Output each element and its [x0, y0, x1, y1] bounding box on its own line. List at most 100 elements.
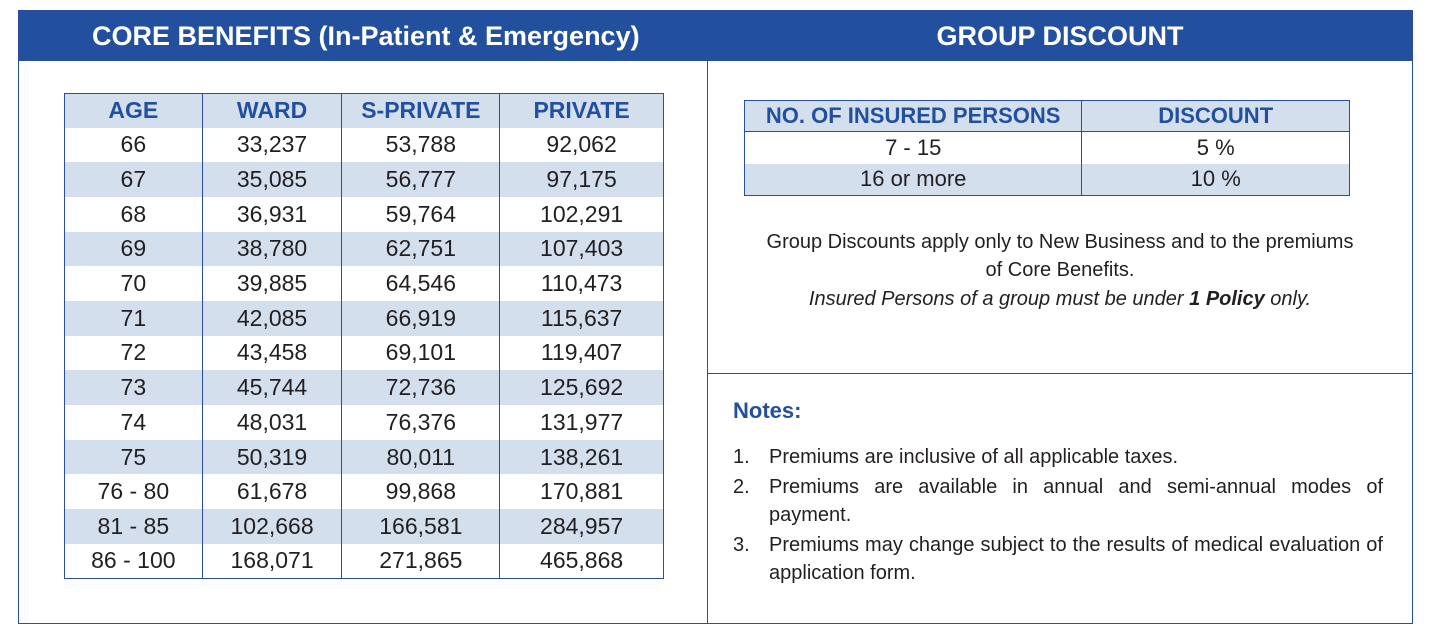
table-row: 71 42,085 66,919 115,637: [64, 300, 664, 336]
insured-persons-cell: 7 - 15: [743, 131, 1082, 164]
age-cell: 67: [64, 162, 203, 197]
private-cell: 97,175: [499, 162, 664, 197]
age-cell: 70: [64, 266, 203, 301]
table-row: 81 - 85 102,668 166,581 284,957: [64, 509, 664, 544]
table-row: 16 or more 10 %: [743, 163, 1350, 196]
age-cell: 72: [64, 335, 203, 371]
table-row: 66 33,237 53,788 92,062: [64, 127, 664, 163]
s-private-cell: 59,764: [341, 196, 500, 232]
age-cell: 75: [64, 439, 203, 475]
s-private-cell: 80,011: [341, 439, 500, 475]
core-benefits-title: CORE BENEFITS (In-Patient & Emergency): [19, 11, 707, 61]
s-private-cell: 53,788: [341, 127, 500, 163]
note-text: Premiums are available in annual and sem…: [769, 475, 1383, 527]
age-cell: 66: [64, 127, 203, 163]
ward-cell: 38,780: [201, 231, 342, 267]
age-cell: 68: [64, 196, 203, 232]
s-private-cell: 166,581: [341, 509, 500, 544]
list-item: 2. Premiums are available in annual and s…: [733, 473, 1383, 530]
table-row: 76 - 80 61,678 99,868 170,881: [64, 474, 664, 510]
note-number: 3.: [733, 533, 750, 556]
s-private-cell: 271,865: [341, 543, 500, 579]
private-cell: 107,403: [499, 231, 664, 267]
private-cell: 115,637: [499, 300, 664, 336]
note-text-before: Insured Persons of a group must be under: [808, 288, 1190, 310]
note-text: Premiums are inclusive of all applicable…: [769, 446, 1179, 468]
ward-cell: 61,678: [201, 474, 342, 510]
s-private-cell: 62,751: [341, 231, 500, 267]
note-text: Premiums may change subject to the resul…: [769, 533, 1383, 585]
age-cell: 81 - 85: [64, 509, 203, 544]
table-row: 86 - 100 168,071 271,865 465,868: [64, 543, 664, 579]
insured-persons-cell: 16 or more: [743, 163, 1082, 196]
private-cell: 170,881: [499, 474, 664, 510]
age-cell: 86 - 100: [64, 543, 203, 579]
table-row: 68 36,931 59,764 102,291: [64, 196, 664, 232]
table-row: 7 - 15 5 %: [743, 131, 1350, 164]
note-number: 1.: [733, 446, 750, 468]
header-discount: DISCOUNT: [1081, 100, 1350, 132]
s-private-cell: 76,376: [341, 405, 500, 440]
discount-header-row: NO. OF INSURED PERSONS DISCOUNT: [743, 100, 1350, 132]
ward-cell: 50,319: [201, 439, 342, 475]
ward-cell: 102,668: [201, 509, 342, 544]
private-cell: 125,692: [499, 370, 664, 405]
discount-cell: 5 %: [1081, 131, 1350, 164]
ward-cell: 45,744: [201, 370, 342, 405]
header-s-private: S-PRIVATE: [341, 93, 500, 128]
ward-cell: 35,085: [201, 162, 342, 197]
s-private-cell: 99,868: [341, 474, 500, 510]
header-age: AGE: [64, 93, 203, 128]
core-benefits-table: AGE WARD S-PRIVATE PRIVATE 66 33,237 53,78…: [64, 93, 664, 579]
group-discount-note-line-1: Group Discounts apply only to New Busine…: [766, 231, 1354, 253]
discount-cell: 10 %: [1081, 163, 1350, 196]
age-cell: 69: [64, 231, 203, 267]
ward-cell: 43,458: [201, 335, 342, 371]
note-text-bold: 1 Policy: [1189, 288, 1265, 310]
notes-list: 1. Premiums are inclusive of all applicab…: [733, 443, 1383, 589]
table-row: 70 39,885 64,546 110,473: [64, 266, 664, 301]
s-private-cell: 56,777: [341, 162, 500, 197]
core-table-body: 66 33,237 53,788 92,062 67 35,085 56,777 97,175…: [64, 127, 664, 579]
header-ward: WARD: [201, 93, 342, 128]
group-discount-note-line-2: of Core Benefits.: [985, 259, 1135, 281]
list-item: 1. Premiums are inclusive of all applicab…: [733, 443, 1383, 472]
s-private-cell: 69,101: [341, 335, 500, 371]
list-item: 3. Premiums may change subject to the res…: [733, 531, 1383, 588]
group-discount-note-line-3: Insured Persons of a group must be under…: [708, 288, 1412, 311]
ward-cell: 42,085: [201, 300, 342, 336]
private-cell: 110,473: [499, 266, 664, 301]
header-private: PRIVATE: [499, 93, 664, 128]
table-row: 72 43,458 69,101 119,407: [64, 335, 664, 371]
age-cell: 76 - 80: [64, 474, 203, 510]
s-private-cell: 72,736: [341, 370, 500, 405]
private-cell: 465,868: [499, 543, 664, 579]
private-cell: 131,977: [499, 405, 664, 440]
group-discount-title: GROUP DISCOUNT: [708, 11, 1412, 61]
ward-cell: 39,885: [201, 266, 342, 301]
age-cell: 74: [64, 405, 203, 440]
ward-cell: 48,031: [201, 405, 342, 440]
notes-title: Notes:: [733, 398, 802, 423]
s-private-cell: 64,546: [341, 266, 500, 301]
ward-cell: 168,071: [201, 543, 342, 579]
ward-cell: 36,931: [201, 196, 342, 232]
private-cell: 119,407: [499, 335, 664, 371]
core-benefits-panel: CORE BENEFITS (In-Patient & Emergency) A…: [18, 10, 708, 624]
core-table-header-row: AGE WARD S-PRIVATE PRIVATE: [64, 93, 664, 128]
note-number: 2.: [733, 475, 750, 498]
s-private-cell: 66,919: [341, 300, 500, 336]
table-row: 74 48,031 76,376 131,977: [64, 405, 664, 440]
group-discount-table: NO. OF INSURED PERSONS DISCOUNT 7 - 15 5…: [743, 100, 1350, 196]
private-cell: 284,957: [499, 509, 664, 544]
ward-cell: 33,237: [201, 127, 342, 163]
table-row: 67 35,085 56,777 97,175: [64, 162, 664, 197]
note-text-after: only.: [1264, 288, 1312, 310]
age-cell: 71: [64, 300, 203, 336]
section-divider: [708, 373, 1412, 374]
private-cell: 92,062: [499, 127, 664, 163]
right-panel: GROUP DISCOUNT NO. OF INSURED PERSONS DI…: [707, 10, 1413, 624]
private-cell: 102,291: [499, 196, 664, 232]
table-row: 73 45,744 72,736 125,692: [64, 370, 664, 405]
header-insured-persons: NO. OF INSURED PERSONS: [743, 100, 1082, 132]
